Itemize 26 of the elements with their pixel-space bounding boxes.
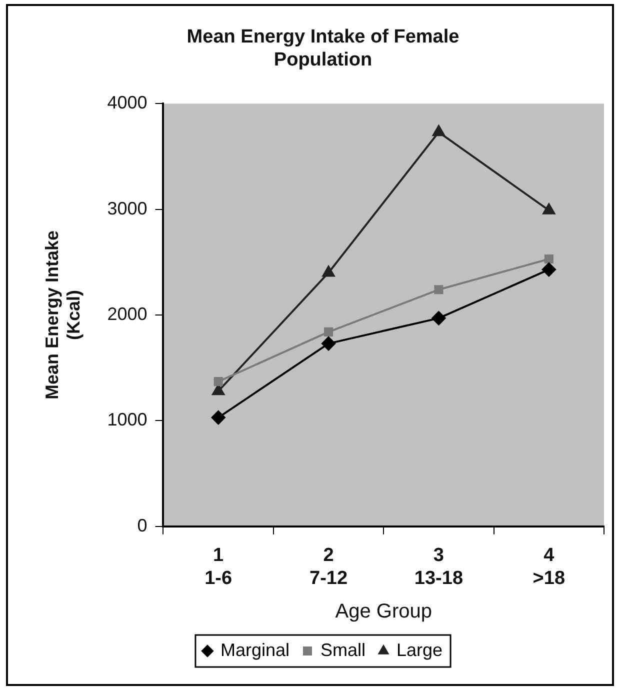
point [432, 125, 445, 136]
x-tick-label: 1 1-6 [204, 545, 232, 589]
point [542, 262, 556, 277]
y-tick-label: 3000 [107, 198, 148, 218]
point [434, 285, 444, 294]
point [432, 311, 446, 326]
point [322, 266, 335, 277]
chart-title: Mean Energy Intake of Female Population [186, 26, 460, 70]
x-tick-label: 3 13-18 [414, 545, 464, 589]
point [542, 203, 556, 214]
y-tick-label: 0 [137, 515, 148, 536]
y-tick-label: 2000 [107, 304, 148, 324]
point [211, 410, 226, 425]
legend-label: Large [396, 640, 443, 660]
y-axis-title: Mean Energy Intake (Kcal) [42, 230, 84, 400]
point [322, 336, 336, 351]
x-tick-label: 2 7-12 [310, 545, 348, 589]
x-tick-label: 4 >18 [532, 545, 566, 589]
point [324, 327, 334, 336]
point [214, 377, 223, 386]
y-tick-label: 1000 [107, 410, 148, 430]
legend-label: Marginal [220, 640, 290, 660]
point [544, 254, 554, 264]
legend-label: Small [320, 640, 366, 660]
y-tick-label: 4000 [107, 92, 148, 113]
x-axis-title: Age Group [335, 600, 432, 623]
